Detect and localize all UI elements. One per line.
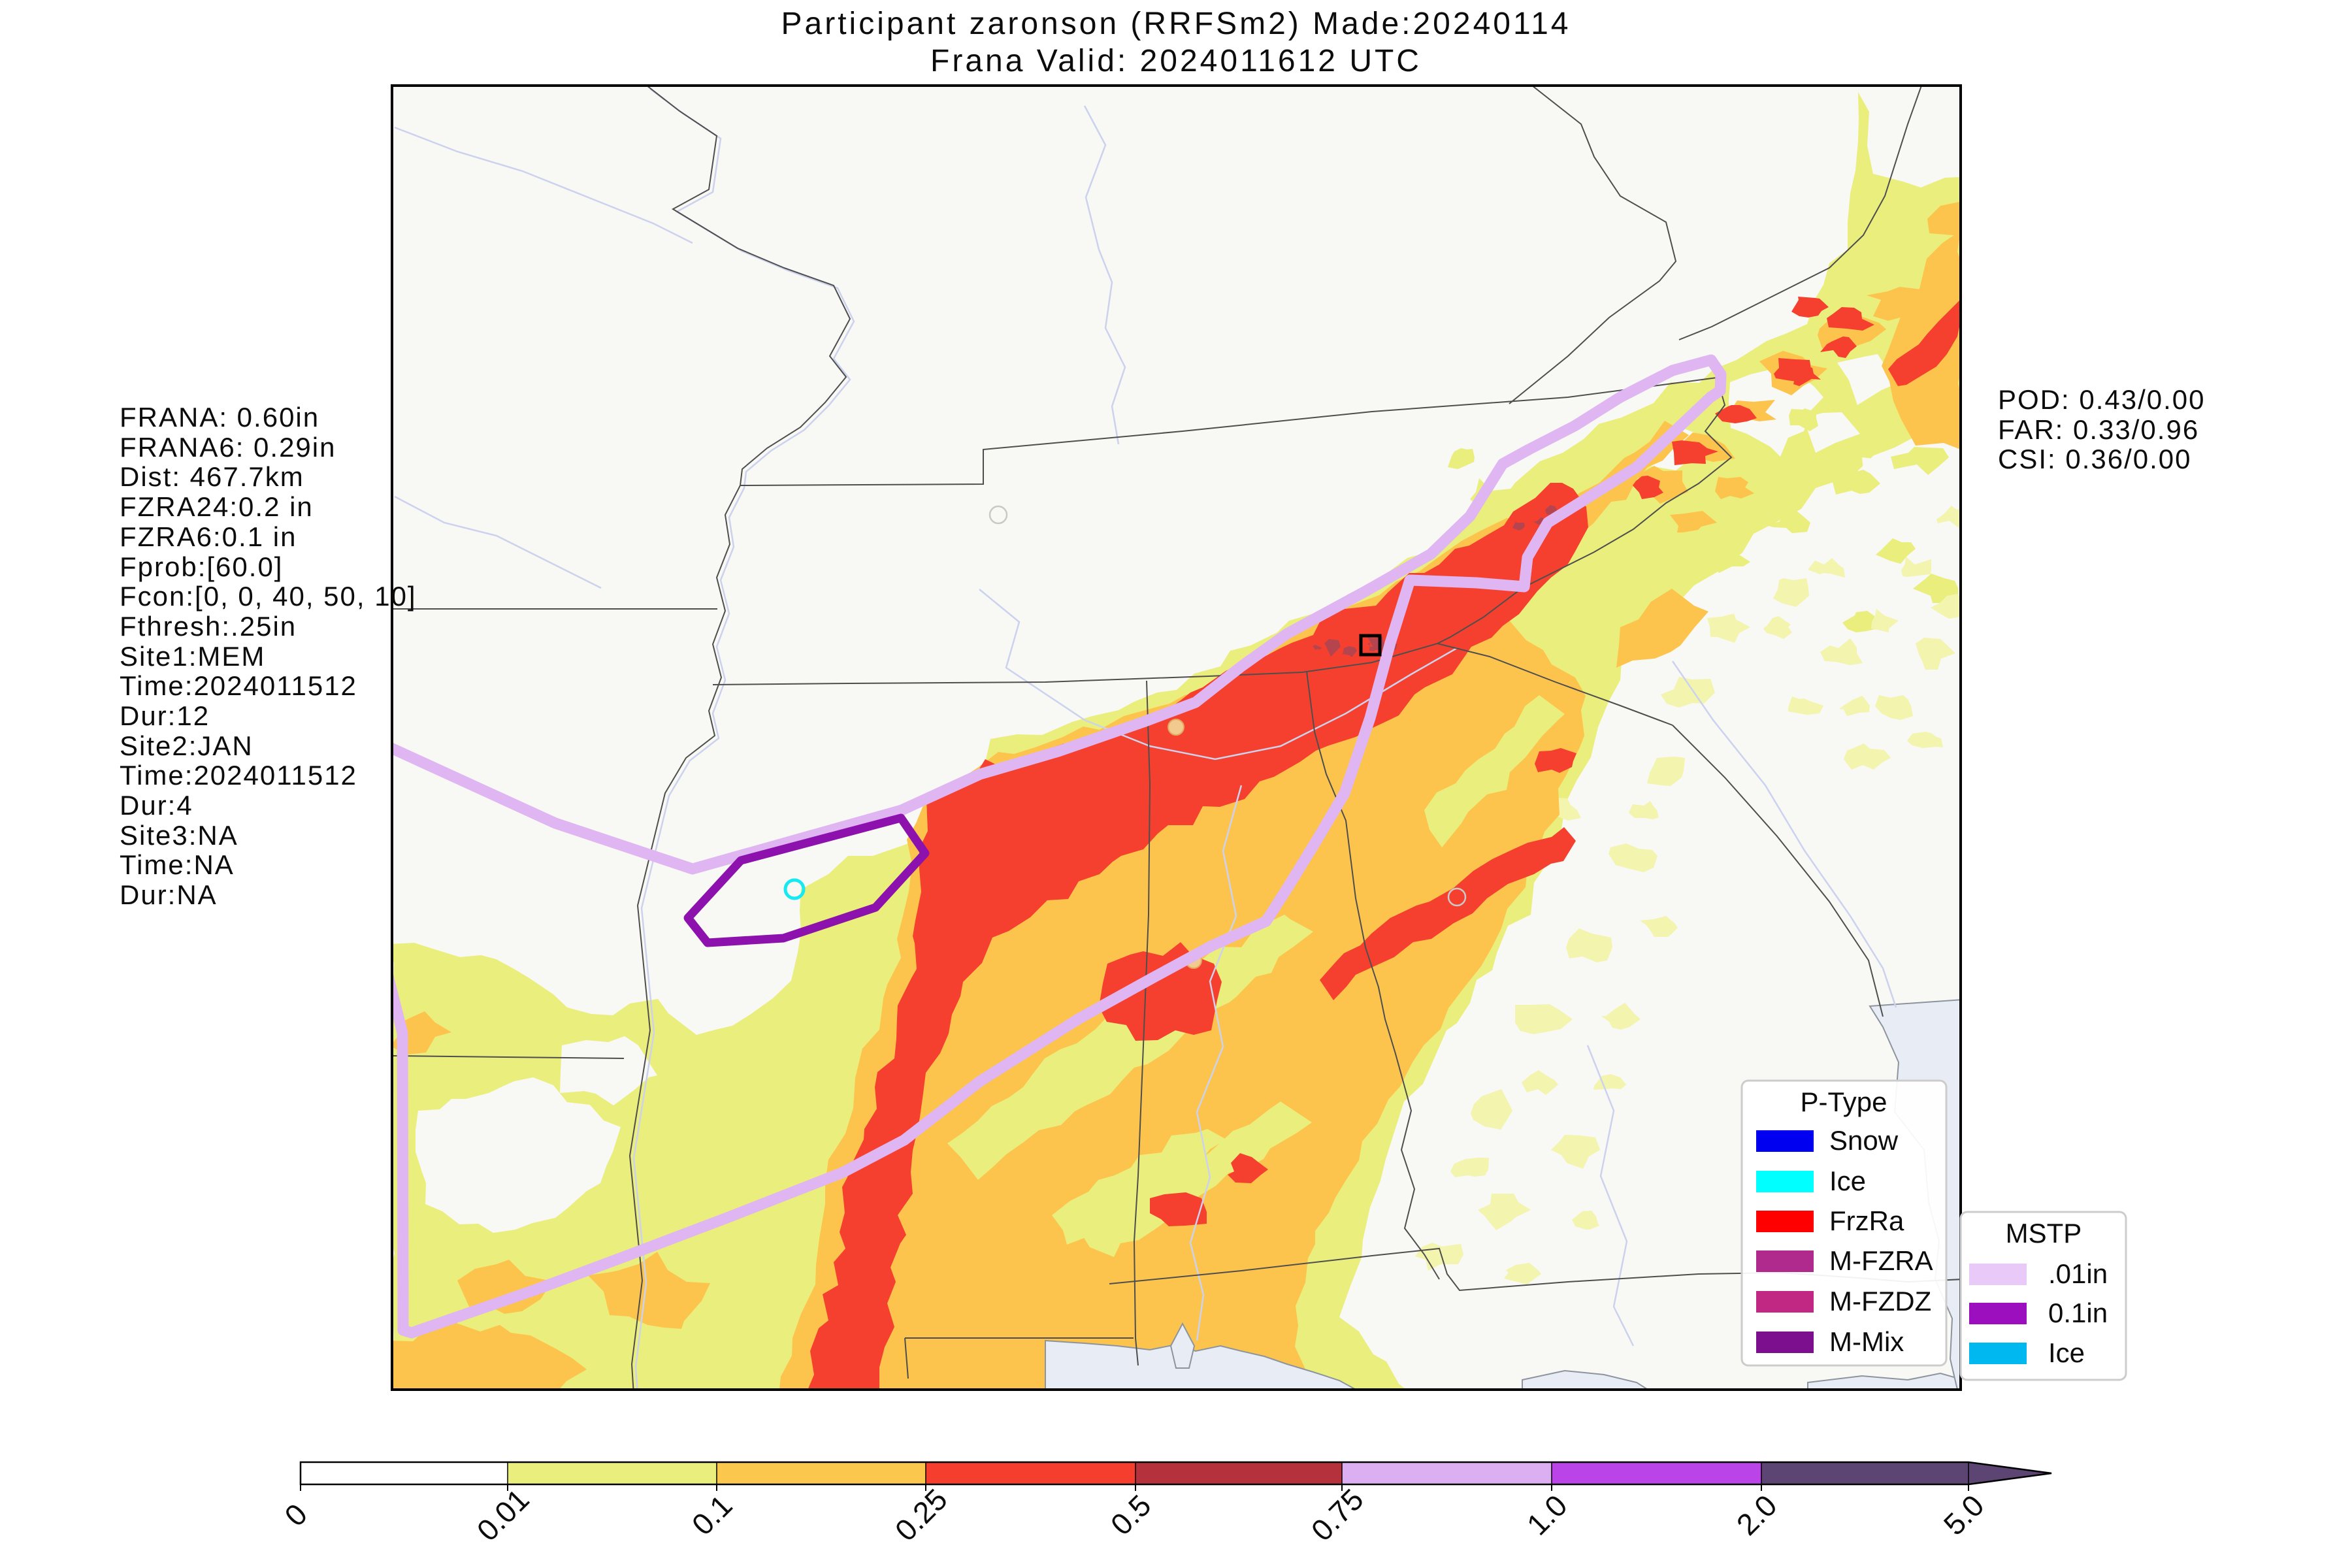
svg-text:Time:NA: Time:NA xyxy=(120,849,235,880)
svg-text:Fcon:[0, 0, 40, 50, 10]: Fcon:[0, 0, 40, 50, 10] xyxy=(120,581,417,612)
svg-text:M-Mix: M-Mix xyxy=(1829,1326,1904,1357)
svg-text:MSTP: MSTP xyxy=(2006,1218,2082,1249)
svg-text:.01in: .01in xyxy=(2048,1258,2108,1289)
svg-text:P-Type: P-Type xyxy=(1800,1086,1887,1117)
svg-text:Ice: Ice xyxy=(1829,1166,1866,1196)
svg-text:Participant zaronson (RRFSm2): Participant zaronson (RRFSm2) Made:20240… xyxy=(781,7,1571,41)
svg-text:FZRA6:0.1 in: FZRA6:0.1 in xyxy=(120,521,297,552)
svg-text:FRANA: 0.60in: FRANA: 0.60in xyxy=(120,402,319,433)
svg-text:Frana Valid: 2024011612 UTC: Frana Valid: 2024011612 UTC xyxy=(930,44,1422,78)
svg-text:Dur:NA: Dur:NA xyxy=(120,879,218,910)
svg-text:Dur:12: Dur:12 xyxy=(120,700,210,731)
svg-text:Site2:JAN: Site2:JAN xyxy=(120,730,253,761)
svg-text:Dur:4: Dur:4 xyxy=(120,790,193,821)
svg-text:FAR: 0.33/0.96: FAR: 0.33/0.96 xyxy=(1998,414,2199,445)
svg-text:Ice: Ice xyxy=(2048,1337,2085,1368)
svg-text:FRANA6: 0.29in: FRANA6: 0.29in xyxy=(120,432,336,463)
svg-text:CSI: 0.36/0.00: CSI: 0.36/0.00 xyxy=(1998,444,2192,474)
svg-text:M-FZDZ: M-FZDZ xyxy=(1829,1286,1931,1316)
svg-text:Site1:MEM: Site1:MEM xyxy=(120,641,265,672)
svg-text:Time:2024011512: Time:2024011512 xyxy=(120,760,357,791)
svg-text:FrzRa: FrzRa xyxy=(1829,1205,1904,1236)
svg-text:0.1in: 0.1in xyxy=(2048,1298,2108,1328)
svg-text:FZRA24:0.2 in: FZRA24:0.2 in xyxy=(120,491,314,522)
svg-text:Snow: Snow xyxy=(1829,1125,1899,1156)
svg-text:Time:2024011512: Time:2024011512 xyxy=(120,670,357,701)
svg-text:Site3:NA: Site3:NA xyxy=(120,820,238,851)
svg-text:Fthresh:.25in: Fthresh:.25in xyxy=(120,611,297,642)
svg-text:Dist: 467.7km: Dist: 467.7km xyxy=(120,461,304,492)
svg-text:Fprob:[60.0]: Fprob:[60.0] xyxy=(120,551,283,582)
svg-text:M-FZRA: M-FZRA xyxy=(1829,1245,1933,1276)
svg-text:POD: 0.43/0.00: POD: 0.43/0.00 xyxy=(1998,384,2206,415)
